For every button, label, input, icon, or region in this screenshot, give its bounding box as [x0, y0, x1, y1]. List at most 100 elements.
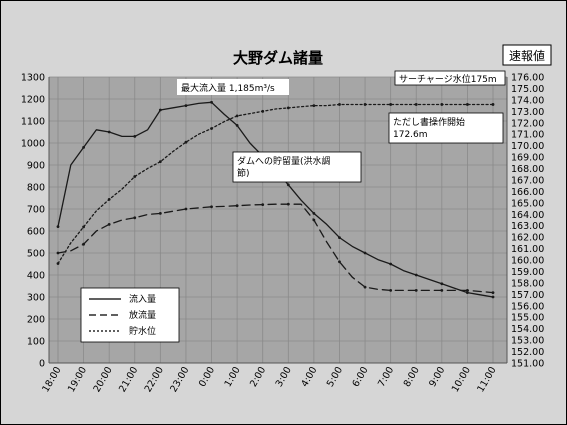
series-water-level-point	[107, 198, 111, 201]
series-water-level	[57, 103, 494, 265]
series-water-level-point	[389, 103, 393, 106]
x-tick-label: 5:00	[325, 365, 345, 389]
left-axis-ticks: 0 100 200 300 400 500 600 700 800 900 1000 1100 1200…	[21, 73, 45, 370]
legend-label-waterlevel: 貯水位	[129, 325, 156, 337]
series-inflow-point	[440, 282, 444, 286]
legend-label-outflow: 放流量	[129, 309, 156, 321]
right-tick-label: 176.00	[511, 73, 544, 84]
series-inflow-point	[56, 225, 60, 229]
series-outflow-point	[184, 207, 188, 211]
series-inflow-point	[363, 251, 367, 255]
series-inflow-point	[235, 124, 239, 127]
right-tick-label: 157.00	[511, 290, 544, 301]
x-tick-label: 2:00	[248, 365, 268, 389]
right-tick-label: 152.00	[511, 347, 544, 358]
x-tick-label: 19:00	[66, 365, 89, 394]
x-tick-label: 22:00	[143, 365, 166, 394]
series-water-level-point	[466, 103, 469, 106]
right-tick-label: 170.00	[511, 141, 544, 152]
left-tick-label: 1300	[21, 73, 45, 84]
right-tick-label: 162.00	[511, 233, 544, 244]
left-tick-label: 1000	[21, 139, 45, 150]
series-outflow-point	[491, 291, 495, 294]
series-inflow-point	[312, 212, 316, 215]
series-water-level-point	[312, 104, 316, 107]
series-outflow-point	[389, 289, 393, 292]
series-inflow-point	[133, 135, 137, 138]
right-tick-label: 167.00	[511, 175, 544, 186]
series-water-level-point	[158, 160, 162, 164]
x-tick-label: 9:00	[427, 365, 447, 389]
badge-label: 速報値	[509, 48, 545, 63]
left-tick-label: 500	[27, 249, 45, 260]
x-tick-label: 4:00	[299, 365, 319, 389]
series-inflow-point	[491, 295, 495, 299]
series-water-level-point	[56, 262, 60, 265]
x-tick-label: 10:00	[450, 365, 473, 394]
x-tick-label: 1:00	[223, 365, 243, 389]
series-outflow-point	[158, 212, 162, 215]
annotation-tadashi-box	[388, 112, 504, 144]
series-water-level-point	[82, 225, 85, 229]
legend-label-inflow: 流入量	[129, 293, 156, 305]
x-tick-label: 0:00	[197, 365, 217, 389]
x-tick-label: 6:00	[350, 365, 370, 389]
annotation-tadashi-line1: ただし書操作開始	[393, 116, 465, 128]
right-tick-label: 155.00	[511, 313, 544, 324]
series-outflow-point	[56, 251, 60, 255]
series-outflow-point	[440, 289, 444, 292]
annotation-storage-line2: 節)	[237, 167, 250, 179]
right-tick-label: 160.00	[511, 256, 544, 267]
right-tick-label: 168.00	[511, 164, 544, 175]
series-water-level-point	[133, 175, 137, 178]
series-outflow-point	[466, 289, 469, 292]
right-tick-label: 151.00	[511, 359, 544, 370]
right-tick-label: 153.00	[511, 336, 544, 347]
right-tick-label: 172.00	[511, 118, 544, 129]
right-tick-label: 171.00	[511, 130, 544, 141]
series-inflow-point	[338, 236, 341, 240]
badge-box	[502, 44, 552, 66]
right-tick-label: 164.00	[511, 210, 544, 221]
x-tick-label: 21:00	[117, 365, 140, 394]
series-water-level-point	[286, 106, 290, 110]
right-axis-ticks: 151.00152.00153.00154.00155.00156.00157.…	[511, 73, 544, 370]
series-water-level-point	[440, 103, 444, 106]
series-outflow-point	[82, 242, 85, 246]
annotation-storage-box	[232, 151, 362, 183]
series-outflow-point	[338, 260, 341, 264]
series-outflow-point	[286, 202, 290, 206]
right-tick-label: 166.00	[511, 187, 544, 198]
left-tick-label: 1100	[21, 117, 45, 128]
series-water-level-point	[414, 103, 418, 106]
left-tick-label: 300	[27, 293, 45, 304]
x-tick-label: 8:00	[402, 365, 422, 389]
x-tick-label: 7:00	[376, 365, 396, 389]
series-inflow-point	[184, 104, 188, 107]
series-outflow-point	[235, 204, 239, 208]
series-inflow-point	[158, 108, 162, 112]
left-tick-label: 0	[39, 359, 45, 370]
right-tick-label: 156.00	[511, 301, 544, 312]
chart-title: 大野ダム諸量	[233, 49, 323, 67]
legend-box	[80, 287, 180, 343]
right-tick-label: 161.00	[511, 244, 544, 255]
right-tick-label: 175.00	[511, 84, 544, 95]
annotation-storage-line1: ダムへの貯留量(洪水調	[237, 155, 331, 167]
left-tick-label: 1200	[21, 95, 45, 106]
annotation-peak: 最大流入量 1,185m³/s	[181, 82, 275, 94]
series-outflow-point	[414, 289, 418, 292]
series-water-level-point	[210, 127, 213, 130]
series-inflow-point	[286, 183, 290, 187]
left-tick-label: 800	[27, 183, 45, 194]
series-water-level-point	[491, 103, 495, 106]
series-outflow-point	[107, 223, 111, 226]
series-inflow-point	[414, 273, 418, 277]
series-inflow-point	[107, 130, 111, 134]
series-inflow-point	[389, 262, 393, 266]
legend: 流入量 放流量 貯水位	[80, 287, 180, 343]
right-tick-label: 169.00	[511, 153, 544, 164]
right-tick-label: 163.00	[511, 221, 544, 232]
series-outflow-point	[261, 203, 265, 207]
